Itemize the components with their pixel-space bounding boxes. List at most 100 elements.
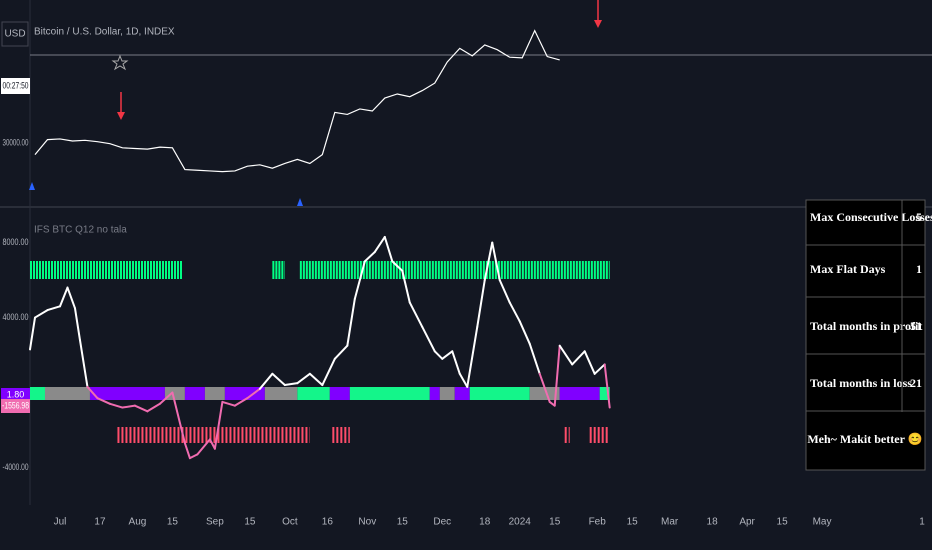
stat-footer: Meh~ Makit better 😊 bbox=[807, 432, 922, 446]
indicator-segment bbox=[483, 241, 494, 282]
countdown-box bbox=[1, 78, 30, 94]
signal-band bbox=[297, 387, 330, 400]
indicator-segment bbox=[441, 350, 454, 360]
price-line bbox=[34, 29, 560, 173]
indicator-segment bbox=[258, 372, 274, 390]
indicator-segment bbox=[171, 391, 186, 445]
signal-band bbox=[44, 387, 90, 400]
x-tick-label: Mar bbox=[661, 517, 679, 528]
indicator-segment bbox=[401, 269, 411, 304]
stat-value: 51 bbox=[910, 319, 922, 333]
indicator-segment bbox=[583, 350, 596, 375]
y-tick-label: -4000.00 bbox=[3, 462, 29, 472]
indicator-segment bbox=[58, 286, 69, 308]
x-tick-label: Jul bbox=[54, 517, 67, 528]
indicator-segment bbox=[78, 339, 89, 388]
indicator-segment bbox=[66, 286, 76, 310]
stat-label: Max Consecutive Losses bbox=[810, 210, 932, 224]
markers bbox=[29, 0, 602, 206]
indicator-segment bbox=[188, 453, 199, 460]
indicator-segment bbox=[308, 372, 324, 387]
x-tick-label: Nov bbox=[358, 517, 376, 528]
signal-band bbox=[204, 387, 225, 400]
indicator-segment bbox=[33, 309, 49, 319]
indicator-segment bbox=[421, 325, 436, 353]
signal-band bbox=[529, 387, 560, 400]
indicator-segment bbox=[121, 404, 136, 409]
x-tick-label: 15 bbox=[244, 517, 256, 528]
stat-label: Total months in profit bbox=[810, 319, 922, 333]
x-tick-label: Aug bbox=[129, 517, 147, 528]
indicator-segment bbox=[183, 442, 191, 460]
indicator-segment bbox=[498, 279, 511, 304]
indicator-segment bbox=[221, 400, 236, 407]
indicator-segment bbox=[538, 372, 551, 403]
signal-band bbox=[224, 387, 265, 400]
price-title: Bitcoin / U.S. Dollar, 1D, INDEX bbox=[34, 27, 175, 38]
indicator-segment bbox=[528, 342, 541, 375]
stat-value: 21 bbox=[910, 376, 922, 390]
signal-band bbox=[469, 387, 530, 400]
indicator-segment bbox=[603, 363, 611, 409]
indicator-segment bbox=[553, 344, 561, 407]
x-tick-label: Apr bbox=[739, 517, 755, 528]
signal-label: 1.80 bbox=[7, 389, 25, 399]
stat-value: 5 bbox=[916, 210, 922, 224]
signal-band bbox=[264, 387, 298, 400]
indicator-segment bbox=[558, 344, 574, 366]
signal-band bbox=[559, 387, 600, 400]
value-label: -1556.98 bbox=[2, 400, 29, 410]
indicator-segment bbox=[96, 397, 111, 405]
x-tick-label: 15 bbox=[397, 517, 409, 528]
table-background bbox=[805, 199, 926, 471]
x-tick-label: 18 bbox=[479, 517, 491, 528]
indicator-segment bbox=[46, 305, 61, 312]
x-tick-label: Sep bbox=[206, 517, 224, 528]
indicator-segment bbox=[508, 301, 521, 323]
y-tick-label: 4000.00 bbox=[3, 312, 29, 322]
sell-arrow-head bbox=[594, 20, 602, 28]
indicator-segment bbox=[353, 260, 366, 300]
signal-band bbox=[349, 387, 430, 400]
x-tick-label: 2024 bbox=[509, 517, 532, 528]
y-tick-label: 8000.00 bbox=[3, 237, 29, 247]
indicator-segment bbox=[433, 350, 444, 360]
star-marker bbox=[111, 54, 129, 71]
signal-label-box bbox=[1, 388, 30, 402]
signal-band bbox=[184, 387, 205, 400]
indicator-segment bbox=[476, 279, 486, 328]
x-tick-label: Feb bbox=[589, 517, 607, 528]
indicator-title: IFS BTC Q12 no tala bbox=[34, 225, 127, 236]
indicator-segment bbox=[283, 382, 299, 387]
indicator-segment bbox=[383, 235, 394, 263]
indicator-segment bbox=[246, 387, 261, 400]
x-tick-label: 15 bbox=[549, 517, 561, 528]
indicator-segment bbox=[491, 241, 501, 282]
x-tick-label: 18 bbox=[707, 517, 719, 528]
indicator-segment bbox=[208, 438, 216, 450]
x-tick-label: Dec bbox=[433, 517, 451, 528]
indicator-segment bbox=[373, 235, 386, 253]
x-tick-label: 1 bbox=[919, 517, 925, 528]
signal-band bbox=[89, 387, 165, 400]
sell-arrow-head bbox=[117, 112, 125, 120]
indicator-segment bbox=[233, 397, 249, 407]
signal-band bbox=[329, 387, 350, 400]
indicator-segment bbox=[391, 260, 404, 272]
signal-band bbox=[439, 387, 455, 400]
signal-band bbox=[30, 387, 45, 400]
signal-band bbox=[599, 387, 610, 400]
countdown: 00:27:50 bbox=[3, 80, 29, 90]
y-tick-label: 30000.00 bbox=[3, 137, 29, 147]
x-tick-label: 15 bbox=[627, 517, 639, 528]
indicator-segment bbox=[213, 400, 224, 450]
currency-box[interactable] bbox=[1, 21, 29, 47]
stat-label: Total months in loss bbox=[810, 376, 912, 390]
indicator-segment bbox=[571, 350, 586, 366]
signal-band bbox=[164, 387, 185, 400]
indicator-segment bbox=[518, 320, 531, 345]
indicator-segment bbox=[593, 363, 606, 375]
